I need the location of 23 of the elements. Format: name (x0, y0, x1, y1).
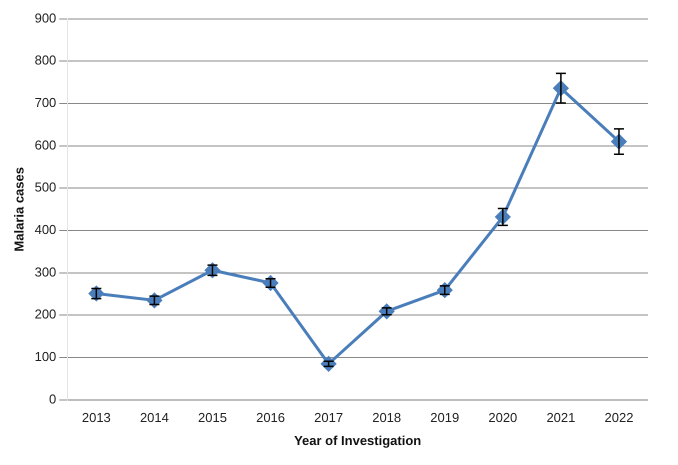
y-tick-label: 700 (34, 95, 56, 110)
x-tick-label: 2017 (314, 410, 344, 426)
y-tick-label: 900 (34, 10, 56, 26)
x-tick-label: 2019 (430, 410, 460, 426)
x-tick-label: 2018 (372, 410, 402, 426)
x-tick-label: 2016 (256, 410, 285, 426)
y-axis-title: Malaria cases (11, 167, 26, 252)
x-tick-label: 2015 (198, 410, 227, 426)
x-tick-label: 2021 (546, 410, 576, 426)
y-tick-label: 800 (34, 52, 56, 68)
x-tick-label: 2013 (82, 410, 111, 426)
y-tick-label: 0 (49, 391, 56, 406)
x-tick-label: 2022 (604, 410, 634, 426)
y-tick-label: 100 (34, 349, 56, 364)
x-tick-label: 2020 (488, 410, 518, 426)
y-tick-label: 500 (34, 180, 56, 195)
x-tick-label: 2014 (140, 410, 169, 426)
y-tick-label: 200 (34, 306, 56, 322)
x-axis-title: Year of Investigation (294, 432, 422, 448)
y-tick-label: 400 (34, 222, 56, 238)
point (379, 304, 394, 319)
y-tick-label: 300 (34, 264, 56, 280)
y-tick-label: 600 (34, 137, 56, 152)
